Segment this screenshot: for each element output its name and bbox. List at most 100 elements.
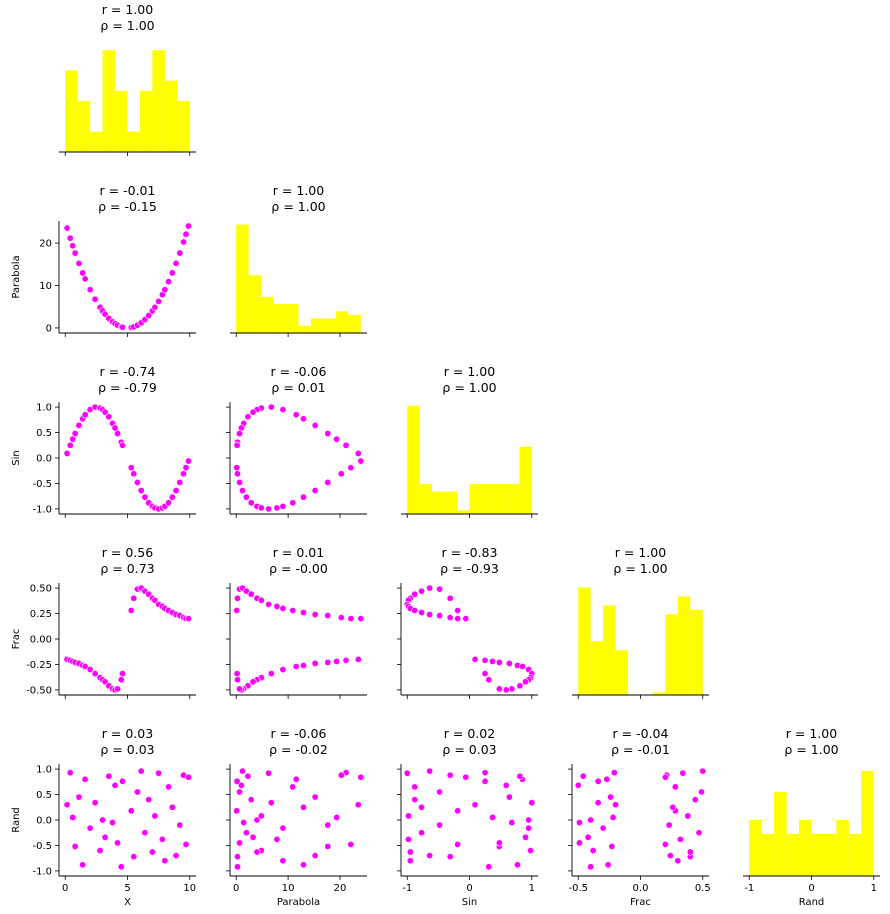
scatter-point — [516, 682, 524, 690]
scatter-point — [79, 861, 87, 869]
scatter-point — [63, 224, 71, 232]
scatter-point — [133, 788, 141, 796]
y-tick-label: 0.5 — [36, 428, 52, 439]
scatter-point — [610, 769, 618, 777]
scatter-point — [148, 848, 156, 856]
scatter-point — [133, 478, 141, 486]
annotation-rho: ρ = 0.73 — [100, 561, 154, 576]
x-tick-label: -0.5 — [568, 883, 588, 894]
scatter-point — [71, 249, 79, 257]
scatter-point — [324, 612, 332, 620]
hist-bar — [481, 484, 495, 514]
scatter-point — [579, 772, 587, 780]
x-tick-label: 0 — [233, 883, 239, 894]
scatter-point — [292, 662, 300, 670]
scatter-point — [161, 857, 169, 865]
hist-bar — [823, 834, 837, 876]
annotation-r: r = 0.01 — [273, 545, 324, 560]
scatter-point — [292, 775, 300, 783]
scatter-point — [299, 609, 307, 617]
annotation-rho: ρ = -0.93 — [440, 561, 499, 576]
annotation-rho: ρ = 1.00 — [271, 199, 325, 214]
scatter-point — [446, 594, 454, 602]
scatter-point — [172, 852, 180, 860]
scatter-point — [101, 408, 109, 416]
scatter-point — [495, 658, 503, 666]
scatter-point — [257, 596, 265, 604]
scatter-point — [522, 678, 530, 686]
scatter-point — [311, 487, 319, 495]
hist-bar — [469, 484, 482, 514]
scatter-point — [299, 861, 307, 869]
scatter-point — [279, 666, 287, 674]
scatter-point — [354, 801, 362, 809]
scatter-point — [244, 413, 252, 421]
hist-bar — [348, 314, 361, 333]
scatter-point — [607, 793, 615, 801]
x-tick-label: 10 — [282, 883, 295, 894]
annotation-r: r = 1.00 — [615, 545, 666, 560]
x-tick-label: 1 — [529, 883, 535, 894]
scatter-point — [357, 773, 365, 781]
scatter-point — [109, 819, 117, 827]
hist-bar — [444, 491, 458, 514]
scatter-point — [436, 585, 444, 593]
hist-bar — [298, 325, 311, 333]
scatter-point — [66, 234, 74, 242]
y-tick-label: 20 — [39, 239, 52, 250]
hist-bar — [261, 296, 274, 333]
x-axis-label: Sin — [462, 897, 477, 908]
scatter-point — [279, 857, 287, 865]
annotation-rho: ρ = 0.03 — [100, 742, 154, 757]
scatter-point — [575, 839, 583, 847]
scatter-point — [436, 612, 444, 620]
scatter-point — [337, 771, 345, 779]
x-axis-label: Frac — [630, 897, 651, 908]
scatter-point — [119, 777, 127, 785]
hist-bar — [164, 80, 178, 152]
scatter-point — [86, 824, 94, 832]
hist-bar — [811, 834, 824, 876]
scatter-point — [81, 775, 89, 783]
hist-bar — [139, 90, 153, 152]
scatter-point — [299, 415, 307, 423]
scatter-point — [155, 769, 163, 777]
scatter-point — [289, 606, 297, 614]
hist-bar — [419, 484, 433, 514]
x-tick-label: 1 — [871, 883, 877, 894]
scatter-point — [185, 615, 193, 623]
annotation-rho: ρ = 1.00 — [442, 380, 496, 395]
scatter-point — [75, 259, 83, 267]
scatter-point — [63, 801, 71, 809]
hist-bar — [65, 70, 78, 152]
scatter-point — [247, 499, 255, 507]
annotation-r: r = -0.04 — [613, 726, 669, 741]
scatter-point — [176, 478, 184, 486]
scatter-point — [502, 686, 510, 694]
scatter-point — [411, 796, 419, 804]
annotation-r: r = -0.06 — [271, 364, 327, 379]
scatter-point — [481, 670, 489, 678]
scatter-point — [168, 493, 176, 501]
scatter-point — [337, 470, 345, 478]
scatter-point — [311, 793, 319, 801]
scatter-point — [233, 464, 241, 472]
scatter-point — [347, 464, 355, 472]
scatter-point — [471, 655, 479, 663]
scatter-point — [342, 656, 350, 664]
scatter-point — [299, 493, 307, 501]
scatter-point — [111, 781, 119, 789]
hist-bar — [677, 596, 691, 695]
annotation-rho: ρ = 0.01 — [271, 380, 325, 395]
scatter-point — [406, 848, 414, 856]
hist-bar — [690, 609, 703, 695]
scatter-point — [661, 840, 669, 848]
y-axis-label: Sin — [11, 450, 22, 465]
hist-bar — [519, 446, 532, 514]
scatter-point — [347, 615, 355, 623]
scatter-point — [609, 813, 617, 821]
scatter-point — [676, 835, 684, 843]
scatter-point — [236, 788, 244, 796]
scatter-point — [289, 499, 297, 507]
